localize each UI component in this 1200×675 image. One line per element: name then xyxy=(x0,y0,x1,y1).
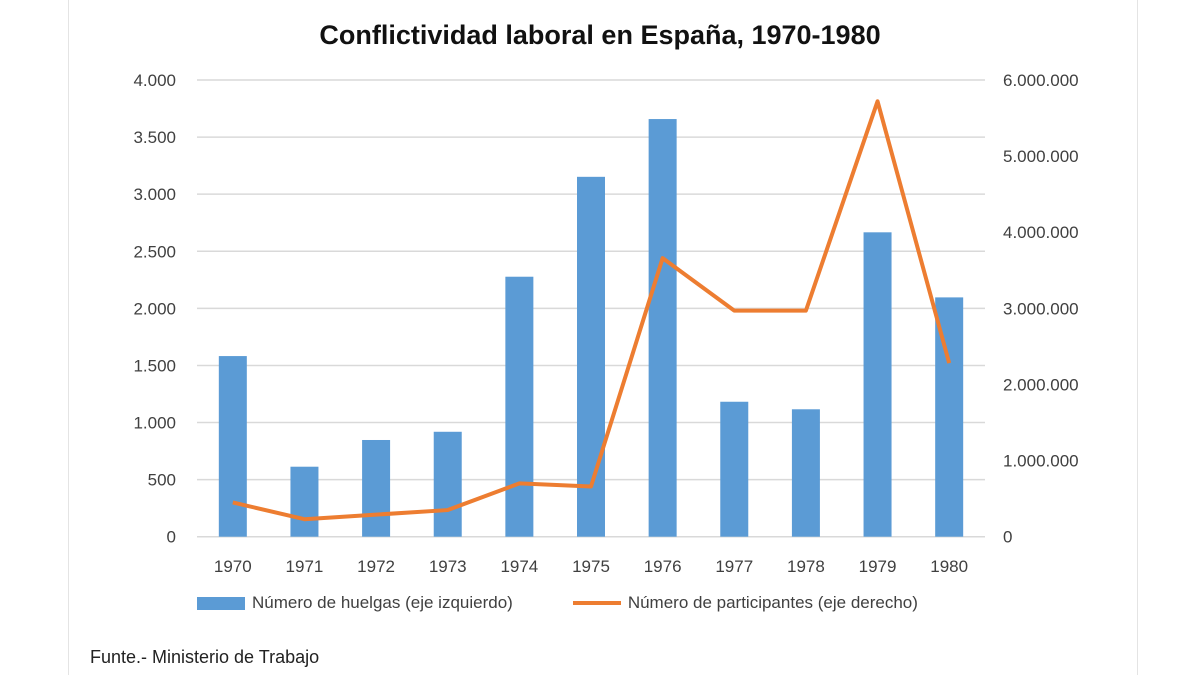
bar-1970 xyxy=(218,356,247,537)
bar-1979 xyxy=(863,232,892,537)
y-left-tick-label: 1.500 xyxy=(133,356,176,375)
y-right-tick-label: 6.000.000 xyxy=(1003,71,1079,90)
y-right-tick-label: 4.000.000 xyxy=(1003,223,1079,242)
y-left-tick-label: 0 xyxy=(167,528,176,547)
source-note: Funte.- Ministerio de Trabajo xyxy=(90,647,320,667)
legend-swatch-participantes xyxy=(572,601,621,605)
x-tick-label: 1977 xyxy=(715,557,753,576)
x-tick-label: 1978 xyxy=(787,557,825,576)
x-tick-label: 1971 xyxy=(286,557,324,576)
bar-1977 xyxy=(720,401,749,537)
x-tick-label: 1975 xyxy=(572,557,610,576)
y-right-tick-label: 5.000.000 xyxy=(1003,147,1079,166)
legend-swatch-huelgas xyxy=(197,596,245,610)
chart-card xyxy=(68,0,1138,675)
legend: Número de huelgas (eje izquierdo) Número… xyxy=(197,593,918,613)
y-left-tick-label: 500 xyxy=(148,471,176,490)
y-right-tick-label: 3.000.000 xyxy=(1003,299,1079,318)
x-tick-label: 1970 xyxy=(214,557,252,576)
chart-title: Conflictividad laboral en España, 1970-1… xyxy=(319,20,881,50)
y-left-tick-label: 3.500 xyxy=(133,128,176,147)
y-right-tick-label: 1.000.000 xyxy=(1003,452,1079,471)
bar-1980 xyxy=(935,297,964,537)
y-right-tick-label: 2.000.000 xyxy=(1003,375,1079,394)
y-left-tick-label: 2.500 xyxy=(133,242,176,261)
x-tick-label: 1974 xyxy=(500,557,538,576)
bar-1974 xyxy=(505,276,534,537)
legend-label-huelgas: Número de huelgas (eje izquierdo) xyxy=(252,593,513,612)
x-tick-label: 1973 xyxy=(429,557,467,576)
bar-1973 xyxy=(433,431,462,537)
bar-1975 xyxy=(577,176,605,537)
bar-1971 xyxy=(290,466,319,537)
y-left-tick-label: 3.000 xyxy=(133,185,176,204)
x-tick-label: 1979 xyxy=(859,557,897,576)
bar-1972 xyxy=(362,439,391,537)
y-left-tick-label: 4.000 xyxy=(133,71,176,90)
x-tick-label: 1980 xyxy=(930,557,968,576)
x-tick-label: 1972 xyxy=(357,557,395,576)
y-left-tick-label: 1.000 xyxy=(133,414,176,433)
legend-label-participantes: Número de participantes (eje derecho) xyxy=(627,593,918,612)
bar-1976 xyxy=(648,119,677,537)
x-tick-label: 1976 xyxy=(644,557,682,576)
bar-1978 xyxy=(791,409,820,537)
y-left-tick-label: 2.000 xyxy=(133,299,176,318)
y-right-tick-label: 0 xyxy=(1003,528,1012,547)
